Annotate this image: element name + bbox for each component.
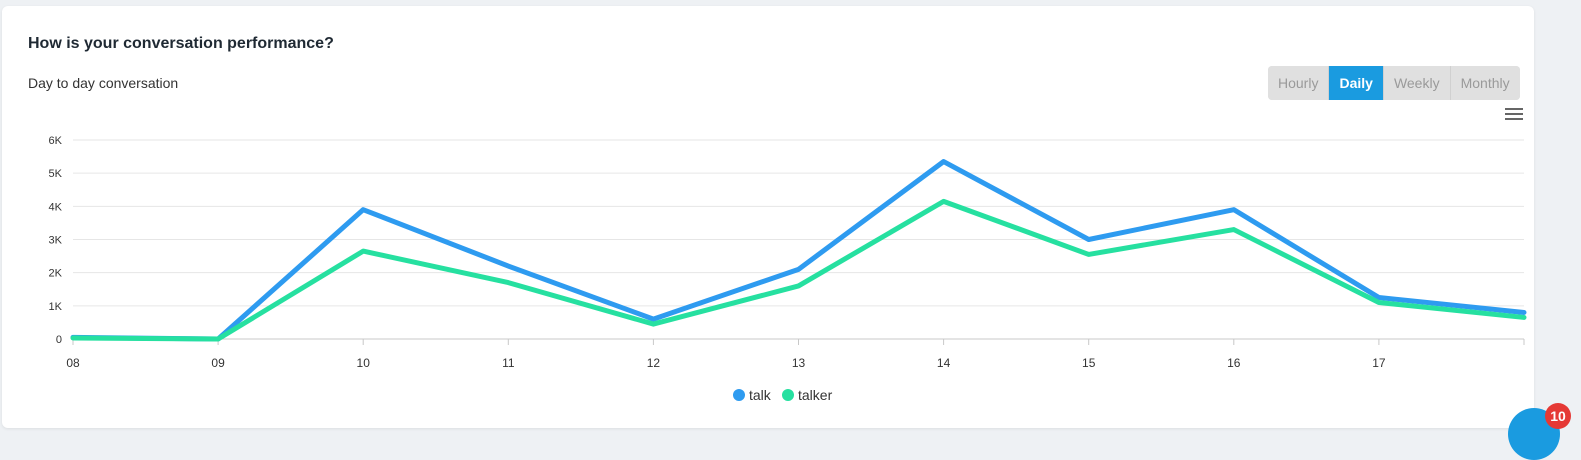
x-tick-label: 17 <box>1372 356 1386 370</box>
x-tick-label: 13 <box>792 356 806 370</box>
y-tick-label: 4K <box>49 201 63 213</box>
x-tick-label: 16 <box>1227 356 1241 370</box>
y-tick-label: 2K <box>49 268 63 280</box>
y-tick-label: 1K <box>49 301 63 313</box>
y-tick-label: 6K <box>49 135 63 147</box>
x-tick-label: 09 <box>211 356 225 370</box>
series-line-talk <box>73 162 1524 339</box>
legend-label-talker: talker <box>798 387 833 403</box>
y-tick-label: 3K <box>49 235 63 247</box>
x-tick-label: 10 <box>357 356 371 370</box>
line-chart: 0 1K 2K 3K 4K 5K 6K 08 09 10 11 12 13 14 15 16 17 talk tal… <box>0 0 1581 449</box>
x-tick-label: 15 <box>1082 356 1096 370</box>
x-tick-label: 12 <box>647 356 661 370</box>
legend-label-talk: talk <box>749 387 772 403</box>
x-tick-label: 11 <box>502 356 515 370</box>
legend-marker-talk <box>733 389 745 401</box>
x-tick-label: 14 <box>937 356 951 370</box>
x-tick-label: 08 <box>66 356 80 370</box>
legend-marker-talker <box>782 389 794 401</box>
y-tick-label: 0 <box>56 334 62 346</box>
y-tick-label: 5K <box>49 168 63 180</box>
notification-badge: 10 <box>1545 403 1571 429</box>
